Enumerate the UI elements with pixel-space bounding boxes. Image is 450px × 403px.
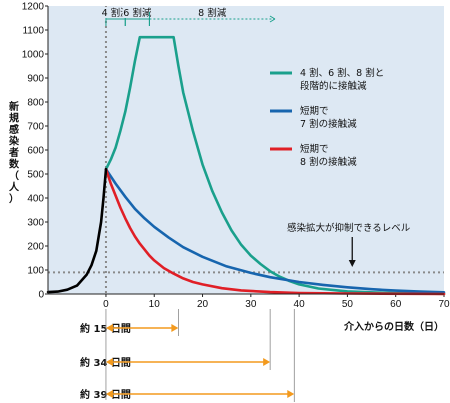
x-tick-label: 70 [438, 299, 450, 310]
duration-arrowhead-left [105, 358, 113, 366]
series-line-0 [104, 35, 446, 296]
y-tick-label: 300 [27, 218, 44, 229]
duration-arrowhead-left [105, 390, 113, 398]
y-tick-label: 0 [38, 290, 44, 301]
x-tick-label: 50 [342, 299, 354, 310]
x-tick-label: 30 [245, 299, 257, 310]
x-axis-ticks: 0 10 20 30 40 50 60 70 [103, 294, 450, 310]
phase-label-backdrop [100, 7, 131, 18]
duration-arrowhead-left [105, 324, 113, 332]
series-line-3 [46, 167, 108, 294]
x-tick-label: 10 [149, 299, 161, 310]
duration-arrowhead-right [287, 390, 295, 398]
threshold-annotation: 感染拡大が抑制できるレベル [287, 222, 411, 267]
threshold-label: 感染拡大が抑制できるレベル [287, 222, 411, 234]
threshold-arrow-head [348, 260, 356, 267]
y-tick-label: 900 [27, 74, 44, 85]
y-axis-label: 新規感染者数（人） [8, 100, 20, 205]
y-tick-label: 1100 [22, 26, 44, 37]
duration-label: 約 39 日間 [80, 388, 131, 401]
legend-label-1: 短期で 7 割の接触減 [300, 105, 357, 130]
duration-arrowhead-right [263, 358, 271, 366]
phase-label: 6 割減 [123, 7, 152, 19]
phase-label-backdrop [122, 7, 153, 18]
phase-annotations: 4 割減6 割減 8 割減 [100, 7, 276, 26]
x-tick-label: 20 [197, 299, 209, 310]
x-tick-label: 40 [294, 299, 306, 310]
x-tick-label: 0 [103, 299, 109, 310]
y-tick-label: 1200 [22, 2, 45, 13]
y-tick-label: 1000 [22, 50, 45, 61]
y-tick-label: 800 [27, 98, 44, 109]
y-tick-label: 200 [27, 242, 44, 253]
guides [48, 6, 444, 294]
y-tick-label: 600 [27, 146, 44, 157]
phase-label: 8 割減 [198, 7, 227, 19]
series-line-1 [104, 167, 446, 294]
phase-label-backdrop [197, 7, 227, 18]
duration-label: 約 15 日間 [80, 322, 131, 335]
series-line-2 [104, 167, 446, 296]
duration-arrowhead-right [171, 324, 179, 332]
y-tick-label: 400 [27, 194, 44, 205]
y-tick-label: 500 [27, 170, 44, 181]
legend-label-0: 4 割、6 割、8 割と段階的に接触減 [300, 67, 384, 92]
y-tick-label: 700 [27, 122, 44, 133]
duration-label: 約 34 日間 [80, 356, 131, 369]
y-axis-ticks: 0 100 200 300 400 500 600 700 800 900 1000 1100 1200 [22, 2, 48, 301]
series-layer [46, 35, 446, 296]
duration-annotations: 約 15 日間約 34 日間約 39 日間 [80, 309, 295, 402]
x-axis-label: 介入からの日数（日） [343, 320, 444, 333]
x-tick-label: 60 [390, 299, 402, 310]
legend-label-2: 短期で 8 割の接触減 [300, 143, 357, 168]
y-tick-label: 100 [27, 266, 44, 277]
